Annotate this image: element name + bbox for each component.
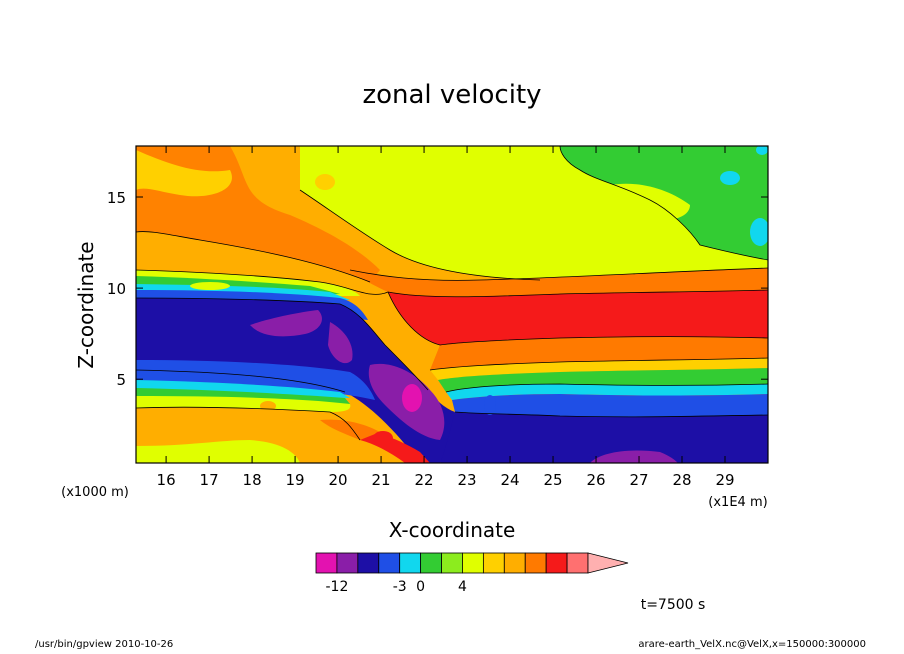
colorbar: -12 -3 0 4 xyxy=(315,552,629,595)
colorbar-bin xyxy=(503,552,526,574)
colorbar-bin xyxy=(399,552,422,574)
colorbar-label: -3 xyxy=(393,579,407,595)
chart-title: zonal velocity xyxy=(362,80,541,110)
region-cyan-blob-3 xyxy=(756,146,768,155)
x-tick-label: 18 xyxy=(243,471,262,489)
region-magenta-core xyxy=(402,384,422,412)
region-jet-orange-bottom xyxy=(430,336,768,370)
region-purple-blob-mid xyxy=(328,322,353,364)
region-green-band xyxy=(438,368,768,392)
contour-field xyxy=(136,146,768,463)
region-cyan-blob-1 xyxy=(720,171,740,185)
region-deep-blue-bottom xyxy=(440,412,768,463)
x-tick-label: 26 xyxy=(586,471,605,489)
colorbar-arrow xyxy=(587,552,629,574)
colorbar-bin xyxy=(462,552,484,574)
region-bottom-purple xyxy=(590,450,678,463)
x-tick-label: 17 xyxy=(200,471,219,489)
colorbar-bin xyxy=(420,552,442,574)
time-label: t=7500 s xyxy=(641,597,706,613)
region-purple-spot xyxy=(484,395,496,415)
region-yellow-orange-band xyxy=(430,358,768,380)
region-cyan-band xyxy=(446,384,768,400)
y-tick-label: 5 xyxy=(116,371,126,389)
x-tick-label: 19 xyxy=(286,471,305,489)
x-tick-label: 24 xyxy=(500,471,519,489)
region-purple-blob-left xyxy=(250,310,322,337)
region-left-lower-orange-bumps xyxy=(136,407,360,446)
colorbar-bin xyxy=(378,552,401,574)
region-jet-orange-top xyxy=(350,268,768,297)
plot-frame xyxy=(135,145,769,464)
region-left-bottom-orange xyxy=(250,431,405,463)
region-jet-red xyxy=(388,290,768,345)
y-tick-label: 10 xyxy=(107,280,126,298)
x-tick-label: 29 xyxy=(715,471,734,489)
y-tick-label: 15 xyxy=(107,189,126,207)
region-yellow-blob-top-1 xyxy=(315,174,335,190)
x-tick-label: 16 xyxy=(157,471,176,489)
colorbar-bin xyxy=(315,552,338,574)
region-left-yellow-blob xyxy=(136,150,232,197)
colorbar-bin xyxy=(336,552,359,574)
x-tick-label: 28 xyxy=(672,471,691,489)
footer-right: arare-earth_VelX.nc@VelX,x=150000:300000 xyxy=(638,639,866,650)
region-left-lower-yellow xyxy=(136,396,351,412)
footer-left: /usr/bin/gpview 2010-10-26 xyxy=(35,639,174,650)
x-axis: 16 17 18 19 20 21 22 23 24 25 26 27 28 29 xyxy=(157,146,735,489)
region-cyan-blob-2 xyxy=(750,218,768,246)
colorbar-label: -12 xyxy=(325,579,348,595)
region-left-bottom-yellow xyxy=(136,439,310,463)
region-top-right-yellow-hole xyxy=(609,183,690,221)
region-red-spot xyxy=(373,431,393,445)
x-tick-label: 27 xyxy=(629,471,648,489)
region-mid-blue-band xyxy=(452,394,768,417)
colorbar-bin xyxy=(482,552,505,574)
colorbar-bin xyxy=(357,552,380,574)
colorbar-bin xyxy=(441,552,463,574)
x-tick-label: 21 xyxy=(372,471,391,489)
x-axis-label: X-coordinate xyxy=(389,518,516,542)
y-axis: 5 10 15 xyxy=(107,189,768,389)
colorbar-label: 0 xyxy=(416,579,425,595)
colorbar-bin xyxy=(545,552,568,574)
x-tick-label: 22 xyxy=(415,471,434,489)
x-tick-label: 25 xyxy=(543,471,562,489)
contour-lines xyxy=(136,146,768,441)
region-yellow-blob-top-2 xyxy=(190,282,230,290)
x-unit-right: (x1E4 m) xyxy=(708,495,767,510)
colorbar-label: 4 xyxy=(458,579,467,595)
y-axis-label: Z-coordinate xyxy=(74,241,98,368)
x-tick-label: 20 xyxy=(329,471,348,489)
x-unit-left: (x1000 m) xyxy=(61,485,129,500)
region-left-bottom-darkorange xyxy=(320,419,380,440)
colorbar-bin xyxy=(566,552,589,574)
x-tick-label: 23 xyxy=(458,471,477,489)
colorbar-bin xyxy=(524,552,547,574)
